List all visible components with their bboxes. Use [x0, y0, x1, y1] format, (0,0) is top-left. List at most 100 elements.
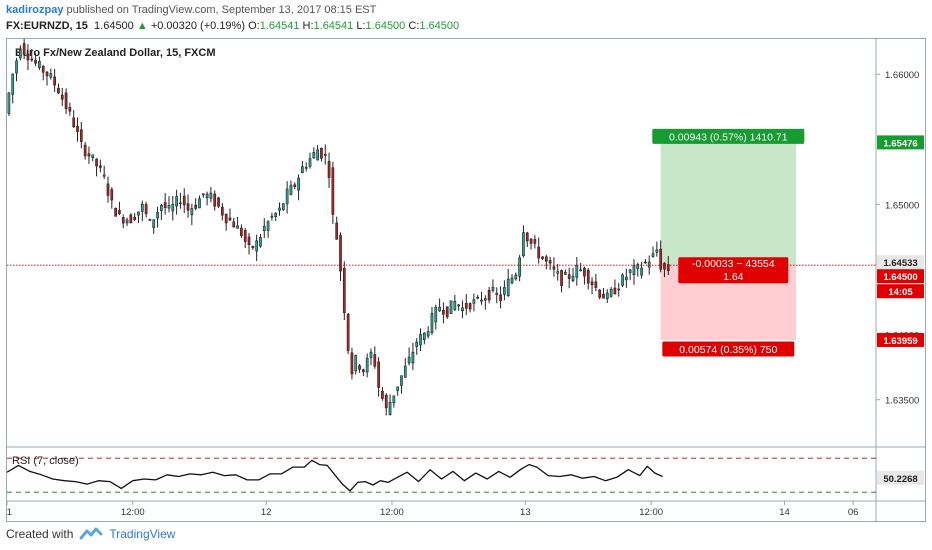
last-close-tag: 1.64500 [883, 272, 917, 283]
pnl-label: -0.00033 ~ 43554 [692, 258, 775, 270]
candle [312, 152, 316, 159]
candle [377, 361, 380, 388]
candle [403, 365, 407, 378]
candle [628, 269, 632, 273]
candle [640, 267, 643, 276]
candle [171, 203, 175, 212]
candle [163, 202, 167, 208]
footer: Created with TradingView [6, 527, 175, 541]
candle [495, 292, 499, 296]
candle [438, 306, 441, 312]
countdown-tag-box [877, 284, 924, 299]
candle [537, 246, 541, 259]
chart-pane[interactable]: Euro Fx/New Zealand Dollar, 15, FXCM 1.66… [6, 38, 926, 522]
candle [152, 219, 156, 228]
chart-svg[interactable]: Euro Fx/New Zealand Dollar, 15, FXCM 1.66… [7, 39, 925, 521]
candle [251, 246, 255, 249]
candle [575, 265, 579, 278]
y-tick-label: 1.66000 [885, 70, 919, 81]
candle [529, 238, 533, 244]
candle [79, 129, 83, 142]
candle [552, 266, 556, 270]
candle [564, 271, 567, 275]
candle [499, 294, 502, 301]
candle [53, 76, 56, 86]
candle [609, 288, 613, 297]
candle [87, 153, 91, 157]
last-price: 1.64500 [94, 20, 134, 32]
candle [7, 92, 11, 114]
symbol-label: FX:EURNZD, 15 [6, 20, 88, 32]
candle [659, 248, 663, 270]
candle [423, 332, 426, 340]
candle [579, 269, 582, 272]
candle [209, 192, 213, 199]
candle [30, 58, 34, 61]
candle [156, 212, 159, 219]
candle [480, 299, 483, 302]
rsi-value-tag: 50.2268 [883, 474, 917, 485]
rsi-line [7, 459, 663, 492]
candle [491, 286, 495, 291]
x-tick-label: 13 [520, 507, 531, 518]
rsi-label: RSI (7, close) [12, 455, 79, 467]
candle [274, 213, 278, 218]
stop-price-tag: 1.63959 [883, 336, 917, 347]
candle [140, 203, 144, 212]
tradingview-link[interactable]: TradingView [109, 527, 176, 541]
candle [91, 154, 95, 158]
target-label-box [652, 128, 805, 144]
candle [11, 73, 15, 95]
open-label: O: [248, 20, 260, 32]
countdown-tag: 14:05 [888, 287, 913, 298]
candle [419, 334, 422, 346]
candle [144, 204, 148, 215]
candle [533, 239, 537, 244]
candle [541, 256, 544, 259]
candle [445, 306, 449, 318]
candle [34, 59, 37, 64]
candle [323, 154, 327, 156]
candle [335, 222, 339, 240]
candle [544, 256, 548, 262]
candle [217, 197, 220, 207]
candle [449, 300, 453, 314]
candle [160, 205, 163, 211]
candle [525, 232, 529, 242]
tradingview-logo-icon [79, 527, 103, 540]
candle [636, 264, 640, 270]
candle [605, 292, 609, 300]
candle [15, 60, 18, 74]
candle [232, 221, 236, 228]
candle [510, 277, 514, 284]
candle [102, 174, 106, 177]
candle [583, 267, 586, 277]
candle [392, 395, 396, 404]
candle [415, 341, 419, 347]
candle [647, 261, 651, 268]
candle [320, 147, 323, 159]
candle [598, 289, 602, 298]
candle [442, 309, 445, 315]
publish-info: published on TradingView.com, September … [66, 4, 377, 16]
candle [247, 236, 251, 246]
candle [148, 219, 152, 221]
candle [76, 126, 79, 132]
candle [400, 375, 403, 386]
candle [602, 293, 605, 299]
candle [430, 313, 434, 333]
candle [358, 365, 361, 370]
candle [472, 299, 476, 304]
candle [68, 107, 72, 112]
close-value: 1.64500 [419, 20, 460, 32]
candle [644, 261, 647, 264]
candle [632, 265, 636, 276]
current-price-tag: 1.64533 [883, 258, 917, 269]
candle [503, 287, 506, 295]
x-tick-label: 14 [779, 507, 790, 518]
candle [243, 230, 247, 242]
candle [468, 303, 472, 310]
author-link[interactable]: kadirozpay [6, 4, 64, 16]
candle [18, 50, 22, 59]
target-label: 0.00943 (0.57%) 1410.71 [669, 131, 788, 143]
